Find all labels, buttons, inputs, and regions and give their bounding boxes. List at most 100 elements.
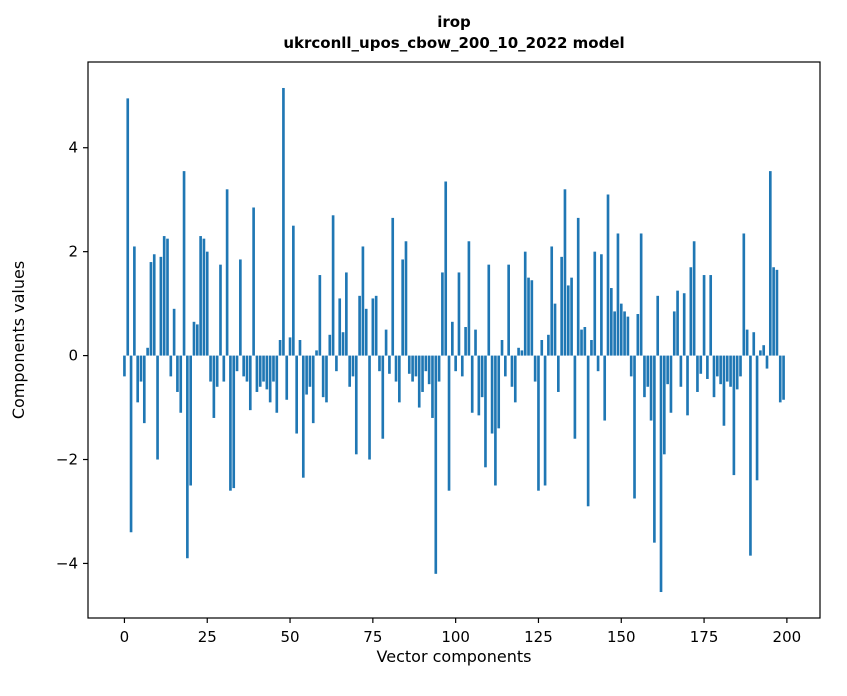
bar — [417, 355, 421, 408]
bar — [331, 215, 335, 356]
bar — [301, 355, 305, 478]
bar — [209, 355, 212, 382]
bar — [580, 329, 583, 356]
bar — [129, 355, 133, 533]
bar — [292, 225, 295, 356]
bar — [547, 334, 550, 356]
bar — [335, 355, 338, 372]
bar — [222, 355, 226, 382]
bar — [533, 355, 537, 382]
bar — [219, 264, 222, 356]
bar — [182, 171, 186, 356]
bar — [368, 355, 371, 460]
bar — [378, 355, 381, 372]
bar — [639, 233, 643, 356]
bar — [156, 355, 159, 460]
bar — [351, 355, 355, 377]
bar — [152, 254, 156, 356]
bar — [441, 272, 444, 356]
bar — [305, 355, 308, 395]
bar — [262, 355, 265, 382]
bar — [311, 355, 315, 424]
bar — [258, 355, 262, 387]
bar — [354, 355, 358, 455]
bar — [454, 355, 457, 372]
chart-subtitle: ukrconll_upos_cbow_200_10_2022 model — [283, 34, 625, 52]
bar — [285, 355, 289, 400]
bar — [596, 355, 600, 372]
x-tick-label: 75 — [363, 628, 382, 646]
bar — [199, 236, 202, 356]
x-tick-label: 50 — [280, 628, 299, 646]
bar — [616, 233, 620, 356]
bar — [566, 285, 570, 356]
bar — [176, 355, 179, 392]
bar — [139, 355, 143, 382]
bar — [653, 355, 656, 543]
bar — [179, 355, 183, 413]
bar — [348, 355, 351, 387]
bar — [159, 256, 163, 356]
bar — [603, 355, 607, 421]
bar — [725, 355, 729, 382]
bar — [590, 340, 593, 356]
bar — [530, 280, 534, 356]
bar — [467, 241, 471, 356]
bar — [398, 355, 401, 403]
bar — [325, 355, 328, 403]
bar — [394, 355, 398, 382]
bar — [162, 236, 166, 356]
bar — [361, 246, 365, 356]
bar — [600, 254, 603, 356]
bar — [146, 347, 149, 356]
bar — [195, 324, 199, 356]
y-axis-label: Components values — [9, 261, 28, 419]
bar — [328, 334, 332, 356]
bar — [659, 355, 663, 593]
bar — [629, 355, 633, 377]
bar — [424, 355, 428, 372]
bar — [136, 355, 140, 403]
bar — [513, 355, 517, 403]
bar — [583, 327, 587, 356]
bar — [404, 241, 408, 356]
bar — [709, 275, 713, 356]
bar — [520, 350, 524, 356]
bar — [663, 355, 666, 455]
bar — [619, 303, 623, 356]
bar — [278, 340, 282, 356]
bar — [679, 355, 683, 387]
bar — [166, 238, 169, 356]
bar — [699, 355, 703, 374]
bar — [696, 355, 699, 392]
bar — [242, 355, 245, 377]
bar — [732, 355, 736, 476]
bar — [782, 355, 785, 400]
bar — [245, 355, 249, 382]
bar — [358, 295, 361, 356]
bar — [623, 311, 626, 356]
bar — [388, 355, 391, 374]
x-tick-label: 150 — [607, 628, 636, 646]
bar — [149, 262, 153, 356]
bar — [225, 189, 229, 356]
bar — [775, 269, 779, 356]
bar — [315, 350, 318, 356]
bar — [686, 355, 689, 416]
bar — [434, 355, 438, 574]
bar — [778, 355, 782, 403]
bar — [772, 267, 775, 356]
bar — [517, 347, 520, 356]
bar — [215, 355, 219, 387]
x-tick-label: 175 — [690, 628, 719, 646]
bar — [229, 355, 232, 491]
x-axis-label: Vector components — [377, 647, 532, 666]
bar — [649, 355, 653, 421]
bar — [527, 277, 530, 356]
bar — [540, 340, 544, 356]
bar — [759, 350, 762, 356]
bar — [345, 272, 348, 356]
bar — [212, 355, 216, 418]
bar — [755, 355, 759, 481]
